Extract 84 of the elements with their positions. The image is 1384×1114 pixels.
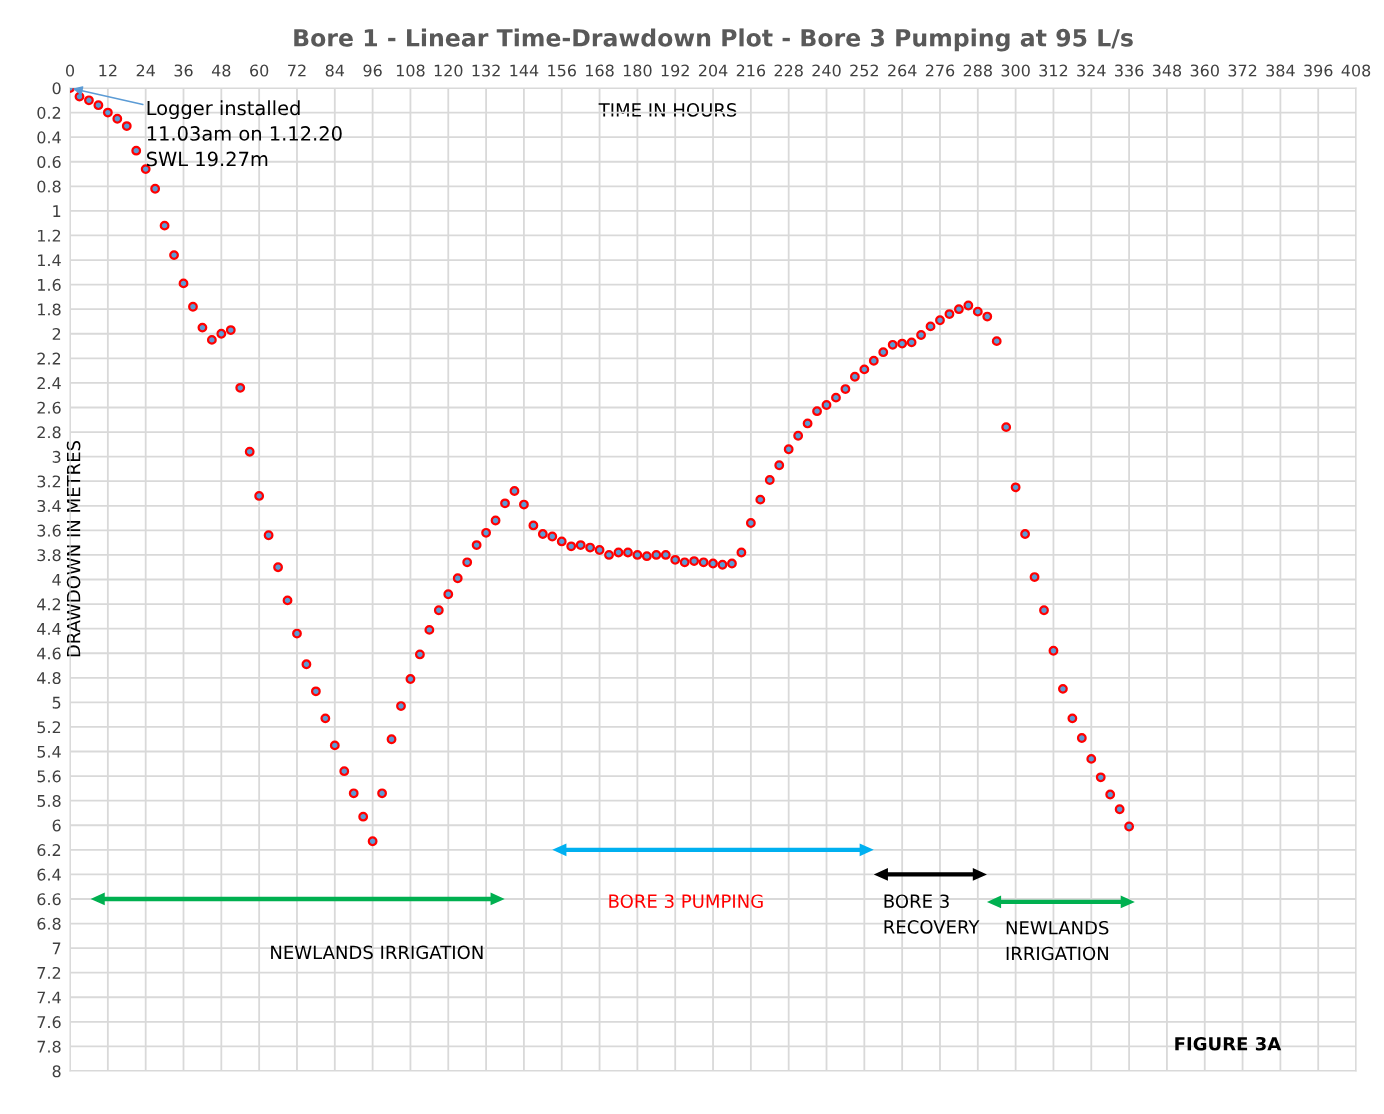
x-tick-label: 132 — [472, 64, 500, 77]
y-tick-label: 5.8 — [37, 794, 61, 807]
y-tick-label: 5 — [52, 696, 61, 709]
x-tick-label: 192 — [661, 64, 689, 77]
x-tick-label: 84 — [325, 64, 345, 77]
annotation: BORE 3 PUMPING — [609, 894, 763, 909]
x-tick-label: 72 — [288, 64, 306, 77]
y-tick-label: 7 — [52, 942, 61, 955]
x-tick-label: 384 — [1266, 64, 1295, 77]
y-tick-label: 2.6 — [37, 401, 61, 414]
x-tick-label: 240 — [812, 64, 841, 77]
x-tick-label: 204 — [698, 64, 728, 77]
x-tick-label: 216 — [736, 64, 766, 77]
y-tick-label: 4.8 — [37, 672, 61, 685]
x-tick-label: 252 — [850, 64, 878, 77]
y-tick-label: 3.8 — [37, 549, 61, 562]
y-tick-label: 1.8 — [38, 303, 61, 316]
x-tick-label: 324 — [1077, 64, 1106, 77]
y-tick-label: 1.2 — [38, 229, 61, 242]
y-tick-label: 3 — [52, 450, 61, 463]
x-tick-label: 144 — [510, 64, 539, 77]
x-tick-label: 336 — [1115, 64, 1144, 77]
y-axis-title: DRAWDOWN IN METRES — [66, 441, 81, 657]
y-tick-label: 7.2 — [37, 966, 61, 979]
x-tick-label: 120 — [434, 64, 463, 77]
y-tick-label: 5.6 — [37, 770, 61, 783]
x-tick-label: 348 — [1152, 64, 1182, 77]
y-tick-label: 6 — [52, 819, 61, 832]
x-tick-label: 60 — [250, 64, 269, 77]
y-tick-label: 1 — [53, 205, 61, 217]
annotation: Logger installed 11.03am on 1.12.20 SWL 19.27m — [146, 100, 342, 167]
y-tick-label: 7.6 — [37, 1016, 61, 1029]
x-tick-label: 108 — [396, 64, 425, 77]
x-tick-label: 276 — [925, 64, 955, 77]
y-tick-label: 6.6 — [37, 893, 61, 906]
annotation: NEWLANDS IRRIGATION — [271, 945, 483, 960]
x-tick-label: 288 — [963, 64, 992, 77]
y-tick-label: 6.2 — [37, 844, 61, 857]
x-tick-label: 372 — [1228, 64, 1257, 77]
x-tick-label: 96 — [363, 64, 382, 77]
x-tick-label: 300 — [1001, 64, 1030, 77]
x-tick-label: 180 — [623, 64, 652, 77]
x-tick-label: 360 — [1190, 64, 1219, 77]
y-tick-label: 2.8 — [37, 426, 61, 439]
y-tick-label: 3.6 — [37, 524, 61, 537]
x-tick-label: 396 — [1304, 64, 1333, 77]
annotation: BORE 3 RECOVERY — [884, 894, 980, 934]
y-tick-label: 4 — [52, 573, 61, 586]
x-tick-label: 0 — [66, 64, 75, 77]
x-tick-label: 264 — [888, 64, 917, 77]
annotation: FIGURE 3A — [1175, 1036, 1282, 1051]
y-tick-label: 2.4 — [37, 377, 61, 389]
x-tick-label: 12 — [99, 64, 117, 77]
x-tick-label: 408 — [1341, 64, 1371, 77]
y-tick-label: 7.8 — [37, 1040, 61, 1053]
y-tick-label: 1.4 — [38, 254, 61, 267]
y-tick-label: 4.4 — [37, 623, 61, 635]
y-tick-label: 5.2 — [37, 721, 61, 734]
y-tick-label: 2 — [52, 327, 61, 340]
y-tick-label: 1.6 — [38, 278, 61, 291]
y-tick-label: 7.4 — [37, 991, 61, 1004]
y-tick-label: 6.4 — [37, 868, 61, 881]
chart-title: Bore 1 - Linear Time-Drawdown Plot - Bore 3 Pumping at 95 L/s — [294, 28, 1133, 52]
x-tick-label: 156 — [548, 64, 576, 77]
y-tick-label: 8 — [52, 1065, 61, 1078]
x-tick-label: 36 — [174, 64, 193, 77]
y-tick-label: 3.4 — [37, 499, 61, 513]
y-tick-label: 4.2 — [37, 598, 61, 611]
y-tick-label: 3.2 — [37, 475, 61, 488]
y-tick-label: 0 — [52, 82, 61, 95]
x-tick-label: 24 — [136, 64, 155, 77]
y-tick-label: 6.8 — [37, 917, 61, 930]
x-tick-label: 48 — [211, 64, 231, 77]
x-tick-label: 168 — [586, 64, 614, 77]
y-tick-label: 0.4 — [37, 131, 61, 144]
y-tick-label: 5.4 — [37, 745, 61, 758]
y-tick-label: 2.2 — [37, 352, 61, 365]
y-tick-label: 0.6 — [37, 155, 61, 169]
annotation: NEWLANDS IRRIGATION — [1006, 920, 1109, 961]
x-tick-label: 228 — [774, 64, 803, 77]
x-tick-label: 312 — [1039, 64, 1068, 77]
y-tick-label: 0.2 — [37, 106, 61, 119]
y-tick-label: 4.6 — [37, 647, 61, 660]
y-tick-label: 0.8 — [37, 180, 61, 193]
